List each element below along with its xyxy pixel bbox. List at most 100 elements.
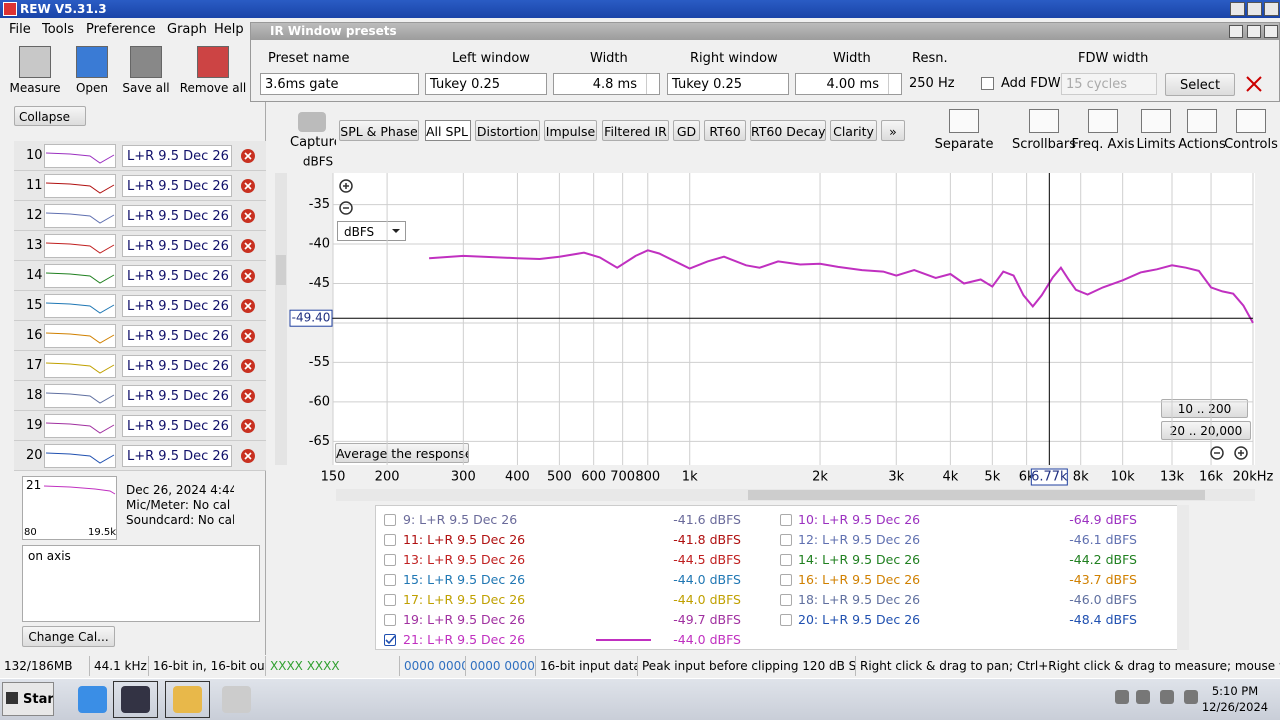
legend-checkbox[interactable] (384, 634, 396, 646)
tool-label[interactable]: Freq. Axis (1071, 137, 1135, 152)
menu-item[interactable]: File (9, 22, 31, 37)
tool-icon[interactable] (1141, 109, 1171, 133)
spinner[interactable] (646, 74, 658, 94)
row-index: 10 (26, 148, 43, 163)
graph-tab[interactable]: Clarity (830, 120, 877, 141)
menu-item[interactable]: Help (214, 22, 244, 37)
window-button[interactable] (1247, 2, 1262, 16)
collapse-button[interactable]: Collapse (14, 106, 86, 126)
tool-icon[interactable] (1029, 109, 1059, 133)
select-button[interactable]: Select (1165, 73, 1235, 96)
tray-icon[interactable] (1184, 690, 1198, 704)
capture-label[interactable]: Capture (290, 135, 336, 150)
legend-checkbox[interactable] (780, 574, 792, 586)
spinner[interactable] (888, 74, 900, 94)
measurement-name[interactable]: L+R 9.5 Dec 26 (122, 415, 232, 437)
legend-checkbox[interactable] (780, 534, 792, 546)
dialog-button[interactable] (1229, 25, 1243, 38)
taskbar-app[interactable] (113, 681, 158, 718)
measurement-name[interactable]: L+R 9.5 Dec 26 (122, 325, 232, 347)
x-tick-label: 150 (321, 470, 346, 485)
detail-text: Dec 26, 2024 4:44: (126, 483, 234, 497)
measurement-name[interactable]: L+R 9.5 Dec 26 (122, 235, 232, 257)
menu-item[interactable]: Graph (167, 22, 207, 37)
tool-label[interactable]: Actions (1178, 137, 1226, 152)
change-cal-button[interactable]: Change Cal... (22, 626, 115, 647)
range-button[interactable]: 20 .. 20,000 (1161, 421, 1251, 440)
tool-label[interactable]: Limits (1136, 137, 1176, 152)
menu-item[interactable]: Preferences (86, 22, 156, 37)
legend-checkbox[interactable] (384, 554, 396, 566)
window-button[interactable] (1230, 2, 1245, 16)
h-scroll-thumb[interactable] (748, 490, 1205, 500)
legend-checkbox[interactable] (780, 594, 792, 606)
tool-icon[interactable] (1088, 109, 1118, 133)
measurement-name[interactable]: L+R 9.5 Dec 26 (122, 265, 232, 287)
notes[interactable]: on axis (22, 545, 260, 622)
tray-icon[interactable] (1136, 690, 1150, 704)
toolbar-icon[interactable] (76, 46, 108, 78)
legend-label: 21: L+R 9.5 Dec 26 (403, 632, 526, 647)
toolbar-icon[interactable] (19, 46, 51, 78)
tool-label[interactable]: Separate (934, 137, 994, 152)
tray-icon[interactable] (1115, 690, 1129, 704)
menu-item[interactable]: Tools (42, 22, 75, 37)
tool-label[interactable]: Controls (1224, 137, 1278, 152)
graph-tab[interactable]: All SPL (425, 120, 471, 141)
tray-icon[interactable] (1160, 690, 1174, 704)
thumbnail (44, 174, 116, 198)
dropdown[interactable]: Tukey 0.25 (667, 73, 789, 95)
taskbar-app[interactable] (165, 681, 210, 718)
tool-label[interactable]: Scrollbars (1012, 137, 1076, 152)
legend-checkbox[interactable] (780, 514, 792, 526)
legend-value: -44.2 dBFS (1069, 552, 1137, 567)
text-field[interactable]: 3.6ms gate (260, 73, 419, 95)
toolbar-label[interactable]: Measure (9, 81, 61, 95)
checkbox[interactable] (981, 77, 994, 90)
legend-label: 19: L+R 9.5 Dec 26 (403, 612, 526, 627)
graph-tab[interactable]: » (881, 120, 905, 141)
measurement-name[interactable]: L+R 9.5 Dec 26 (122, 205, 232, 227)
graph-tab[interactable]: Impulse (544, 120, 597, 141)
dialog-button[interactable] (1264, 25, 1278, 38)
toolbar-label[interactable]: Save all (122, 81, 170, 95)
measurement-name[interactable]: L+R 9.5 Dec 26 (122, 175, 232, 197)
remove-icon (244, 242, 252, 250)
capture-icon[interactable] (298, 112, 326, 132)
tool-icon[interactable] (949, 109, 979, 133)
tool-icon[interactable] (1187, 109, 1217, 133)
legend-checkbox[interactable] (384, 574, 396, 586)
measurement-name[interactable]: L+R 9.5 Dec 26 (122, 145, 232, 167)
toolbar-icon[interactable] (197, 46, 229, 78)
graph-tab[interactable]: Distortion (475, 120, 540, 141)
graph-tab[interactable]: GD (673, 120, 700, 141)
graph-tab[interactable]: Filtered IR (602, 120, 669, 141)
text-field[interactable]: 4.00 ms (795, 73, 902, 95)
tool-icon[interactable] (1236, 109, 1266, 133)
toolbar-icon[interactable] (130, 46, 162, 78)
measurement-name[interactable]: L+R 9.5 Dec 26 (122, 445, 232, 467)
legend-checkbox[interactable] (384, 594, 396, 606)
legend-checkbox[interactable] (780, 614, 792, 626)
row-index: 15 (26, 298, 43, 313)
legend-checkbox[interactable] (780, 554, 792, 566)
measurement-name[interactable]: L+R 9.5 Dec 26 (122, 355, 232, 377)
text-field[interactable]: 15 cycles (1061, 73, 1157, 95)
toolbar-label[interactable]: Open (75, 81, 109, 95)
range-button[interactable]: 10 .. 200 (1161, 399, 1248, 418)
unit-dropdown[interactable]: dBFS (337, 221, 406, 241)
text-field[interactable]: 4.8 ms (553, 73, 660, 95)
legend-checkbox[interactable] (384, 514, 396, 526)
dialog-button[interactable] (1247, 25, 1261, 38)
graph-tab[interactable]: SPL & Phase (339, 120, 419, 141)
legend-checkbox[interactable] (384, 614, 396, 626)
window-button[interactable] (1264, 2, 1279, 16)
average-button[interactable]: Average the responses (335, 443, 469, 463)
legend-checkbox[interactable] (384, 534, 396, 546)
graph-tab[interactable]: RT60 Decay (750, 120, 826, 141)
measurement-name[interactable]: L+R 9.5 Dec 26 (122, 385, 232, 407)
toolbar-label[interactable]: Remove all (179, 81, 247, 95)
dropdown[interactable]: Tukey 0.25 (425, 73, 547, 95)
measurement-name[interactable]: L+R 9.5 Dec 26 (122, 295, 232, 317)
graph-tab[interactable]: RT60 (704, 120, 746, 141)
